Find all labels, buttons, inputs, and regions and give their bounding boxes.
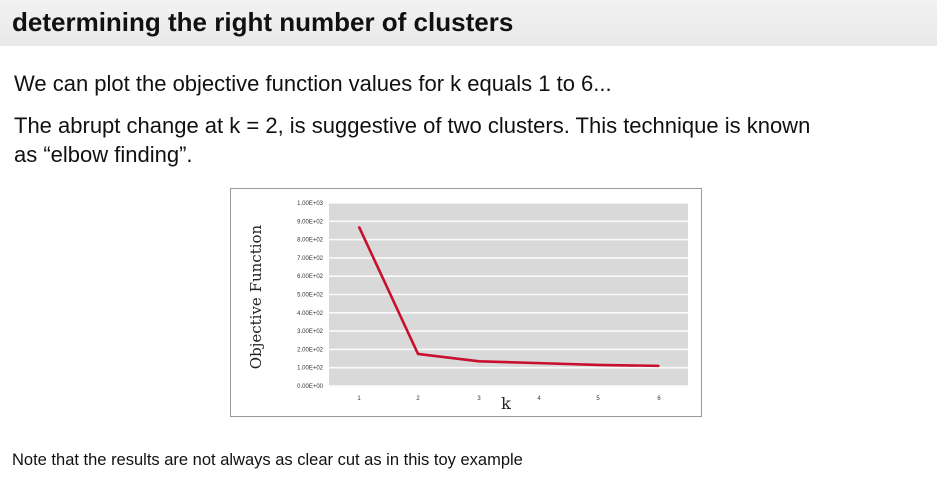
data-point	[658, 365, 660, 367]
title-bar: determining the right number of clusters	[0, 0, 937, 46]
x-tick-label: 1	[357, 396, 361, 402]
data-point	[597, 364, 599, 366]
y-tick-label: 7.00E+02	[297, 256, 324, 262]
paragraph-elbow-line2: as “elbow finding”.	[14, 142, 193, 167]
y-tick-label: 2.00E+02	[297, 347, 324, 353]
data-point	[417, 353, 419, 355]
y-tick-label: 8.00E+02	[297, 238, 324, 244]
y-tick-label: 5.00E+02	[297, 293, 324, 299]
y-tick-label: 4.00E+02	[297, 311, 324, 317]
paragraph-elbow-line1: The abrupt change at k = 2, is suggestiv…	[14, 113, 811, 138]
x-axis-label: k	[501, 394, 511, 413]
data-point	[358, 225, 360, 228]
series-line	[357, 226, 660, 368]
data-point	[478, 360, 480, 363]
y-tick-label: 3.00E+02	[297, 329, 324, 335]
elbow-chart: 0.00E+00 1.00E+02 2.00E+02 3.00E+02 4.00E+02…	[230, 188, 702, 417]
x-tick-label: 5	[596, 396, 600, 402]
x-tick-label: 6	[657, 396, 661, 402]
data-point	[538, 362, 540, 364]
y-tick-label: 0.00E+00	[297, 384, 324, 390]
y-tick-label: 6.00E+02	[297, 274, 324, 280]
y-tick-labels: 0.00E+00 1.00E+02 2.00E+02 3.00E+02 4.00E+02…	[297, 201, 324, 390]
y-tick-label: 1.00E+03	[297, 201, 324, 207]
y-tick-label: 9.00E+02	[297, 219, 324, 225]
gridlines	[329, 202, 688, 387]
x-tick-labels: 1 2 3 4 5 6	[357, 396, 661, 402]
elbow-chart-svg: 0.00E+00 1.00E+02 2.00E+02 3.00E+02 4.00E+02…	[247, 201, 688, 413]
x-tick-label: 3	[477, 396, 481, 402]
y-axis-label: Objective Function	[247, 224, 265, 369]
y-tick-label: 1.00E+02	[297, 366, 324, 372]
paragraph-objective-plot: We can plot the objective function value…	[14, 71, 612, 96]
x-tick-label: 2	[416, 396, 420, 402]
x-tick-label: 4	[537, 396, 541, 402]
slide-title: determining the right number of clusters	[12, 7, 514, 37]
series-group	[357, 225, 660, 368]
footnote: Note that the results are not always as …	[12, 451, 523, 469]
